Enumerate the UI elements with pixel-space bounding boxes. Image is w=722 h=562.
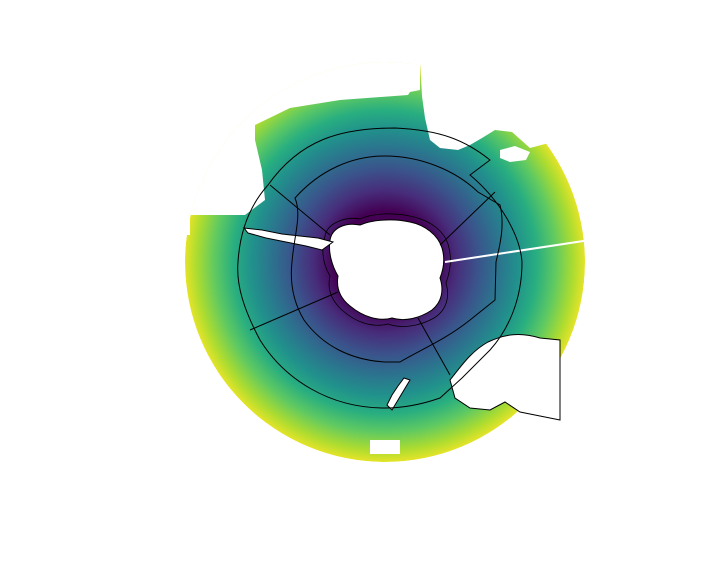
sector-divider-indian — [439, 191, 496, 246]
outer-zone-ring — [237, 127, 523, 409]
sector-divider-atlantic — [269, 184, 331, 236]
south-america-landmass — [420, 60, 560, 150]
sector-divider-pacific-west — [249, 291, 339, 331]
data-gap-west — [185, 62, 265, 215]
gap-south-edge — [370, 440, 400, 454]
sector-divider-pacific-east — [417, 317, 451, 376]
zone-boundaries — [237, 127, 523, 409]
australia — [449, 334, 561, 421]
antarctica-coast-inner — [322, 213, 451, 327]
south-africa — [500, 146, 530, 162]
domain-artifacts — [178, 215, 400, 454]
gap-west-edge — [178, 215, 190, 235]
antarctic-peninsula — [242, 227, 335, 251]
dateline-seam — [444, 239, 591, 263]
land-masses — [242, 60, 591, 421]
inner-zone-ring — [290, 155, 503, 363]
antarctica — [329, 219, 445, 321]
new-zealand — [386, 377, 411, 411]
